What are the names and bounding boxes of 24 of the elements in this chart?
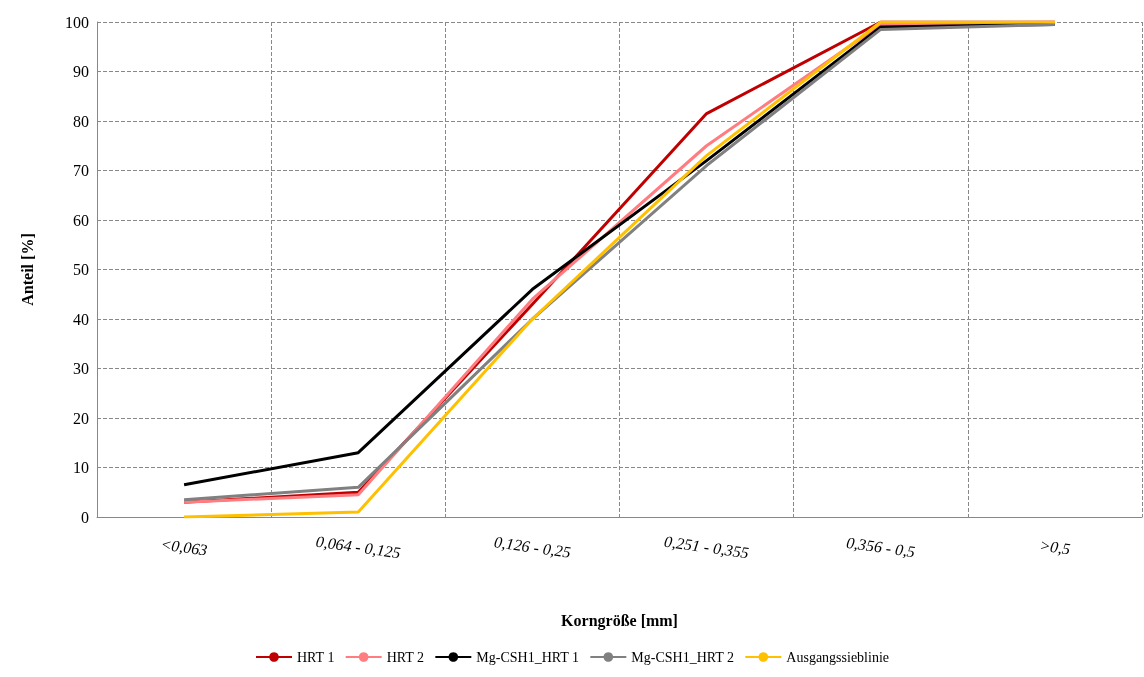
x-tick-label: 0,251 - 0,355: [663, 532, 750, 562]
x-tick-label: 0,126 - 0,25: [492, 533, 572, 561]
legend-label: HRT 1: [297, 649, 335, 665]
x-tick-label: 0,064 - 0,125: [314, 532, 402, 562]
y-tick-label: 70: [73, 162, 89, 179]
y-tick-label: 40: [73, 310, 89, 328]
y-tick-label: 80: [73, 112, 89, 130]
y-tick-label: 20: [73, 409, 89, 427]
legend-label: Mg-CSH1_HRT 1: [476, 649, 580, 665]
y-tick-label: 100: [65, 13, 89, 31]
y-tick-label: 90: [73, 63, 89, 80]
legend-label: HRT 2: [386, 649, 425, 665]
legend-label: Ausgangssieblinie: [786, 649, 889, 665]
x-tick-label: >0,5: [1038, 536, 1072, 558]
legend-label: Mg-CSH1_HRT 2: [631, 649, 735, 665]
y-tick-label: 10: [73, 459, 89, 476]
y-axis-title: Anteil [%]: [18, 233, 36, 306]
x-tick-label: <0,063: [159, 535, 209, 559]
y-tick-label: 0: [81, 508, 89, 526]
x-tick-label: 0,356 - 0,5: [845, 533, 917, 561]
x-axis-title: Korngröße [mm]: [561, 611, 678, 630]
y-tick-label: 30: [73, 360, 89, 377]
y-tick-label: 50: [73, 261, 89, 278]
y-tick-label: 60: [73, 211, 89, 229]
